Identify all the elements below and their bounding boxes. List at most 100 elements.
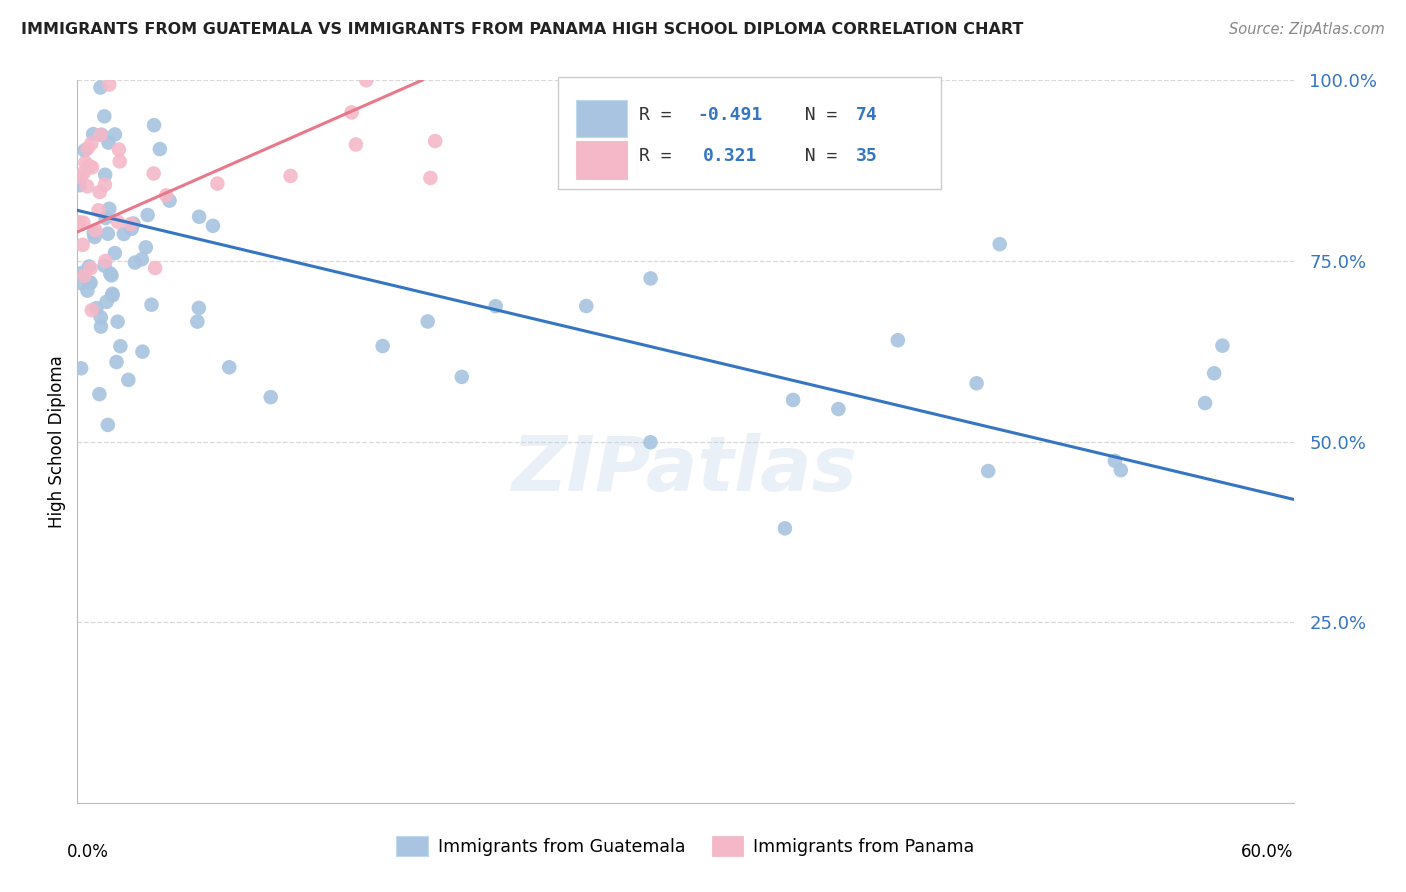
Point <box>155 188 177 202</box>
Point <box>82 127 104 141</box>
Point <box>107 215 129 229</box>
Point <box>188 210 211 224</box>
Text: N =: N = <box>783 147 848 165</box>
Text: 0.0%: 0.0% <box>67 843 110 861</box>
Text: 35: 35 <box>856 147 877 165</box>
Point <box>67 215 90 229</box>
Point <box>70 361 93 376</box>
Text: -0.491: -0.491 <box>697 106 763 124</box>
Point <box>419 170 441 185</box>
Point <box>425 134 447 148</box>
Point <box>1104 454 1126 468</box>
Point <box>89 387 111 401</box>
Text: 0.321: 0.321 <box>703 147 756 165</box>
FancyBboxPatch shape <box>576 141 627 178</box>
Point <box>79 261 101 276</box>
Point <box>110 339 132 353</box>
Point <box>280 169 302 183</box>
Point <box>83 230 105 244</box>
Point <box>187 301 209 315</box>
Point <box>340 105 363 120</box>
Point <box>1194 396 1216 410</box>
Point <box>121 222 143 236</box>
Point <box>97 417 120 432</box>
Point <box>827 402 849 417</box>
Point <box>988 237 1011 252</box>
Point <box>86 301 108 315</box>
Point <box>120 217 142 231</box>
FancyBboxPatch shape <box>576 100 627 137</box>
Point <box>186 315 208 329</box>
Point <box>79 276 101 290</box>
Point <box>112 227 135 241</box>
Point <box>69 170 91 185</box>
Point <box>94 211 117 225</box>
Point <box>97 136 120 150</box>
Point <box>201 219 224 233</box>
Point <box>73 144 96 158</box>
Point <box>100 268 122 283</box>
Point <box>143 261 166 276</box>
Point <box>73 268 96 283</box>
Point <box>89 185 111 199</box>
Point <box>70 266 93 280</box>
Point <box>218 360 240 375</box>
Point <box>159 194 181 208</box>
Point <box>83 226 105 240</box>
Point <box>76 179 98 194</box>
Legend: Immigrants from Guatemala, Immigrants from Panama: Immigrants from Guatemala, Immigrants fr… <box>389 829 981 863</box>
Text: 60.0%: 60.0% <box>1241 843 1294 861</box>
Text: IMMIGRANTS FROM GUATEMALA VS IMMIGRANTS FROM PANAMA HIGH SCHOOL DIPLOMA CORRELAT: IMMIGRANTS FROM GUATEMALA VS IMMIGRANTS … <box>21 22 1024 37</box>
Point <box>105 355 128 369</box>
Point <box>72 216 94 230</box>
Point <box>136 208 159 222</box>
Point <box>94 254 117 268</box>
Point <box>887 333 910 347</box>
Point <box>84 223 107 237</box>
Point <box>575 299 598 313</box>
Point <box>87 203 110 218</box>
Point <box>122 217 145 231</box>
Point <box>97 227 120 241</box>
Point <box>108 154 131 169</box>
Point <box>104 128 127 142</box>
Point <box>142 166 165 180</box>
Point <box>94 168 117 182</box>
Point <box>101 286 124 301</box>
Point <box>76 141 98 155</box>
Text: R =: R = <box>640 147 693 165</box>
Point <box>94 178 117 192</box>
Point <box>90 128 112 142</box>
Point <box>77 260 100 274</box>
Point <box>640 435 662 450</box>
Point <box>416 314 439 328</box>
Point <box>260 390 283 404</box>
Point <box>207 177 229 191</box>
Point <box>143 118 166 132</box>
Point <box>69 276 91 290</box>
Point <box>131 344 153 359</box>
Point <box>773 521 796 535</box>
Point <box>75 155 97 169</box>
Point <box>89 80 111 95</box>
Point <box>77 159 100 173</box>
Point <box>1211 338 1233 352</box>
Point <box>135 240 157 254</box>
Point <box>80 136 103 151</box>
Point <box>90 128 112 142</box>
Point <box>131 252 153 267</box>
Point <box>371 339 394 353</box>
Point <box>356 73 378 87</box>
Point <box>80 161 103 175</box>
Point <box>485 299 508 313</box>
Point <box>98 202 121 216</box>
Point <box>124 255 146 269</box>
Point <box>1204 366 1226 380</box>
Point <box>93 109 115 123</box>
Text: ZIPatlas: ZIPatlas <box>512 434 859 508</box>
Point <box>104 246 127 260</box>
Point <box>79 276 101 290</box>
Point <box>108 143 131 157</box>
Point <box>1109 463 1132 477</box>
FancyBboxPatch shape <box>558 77 941 189</box>
